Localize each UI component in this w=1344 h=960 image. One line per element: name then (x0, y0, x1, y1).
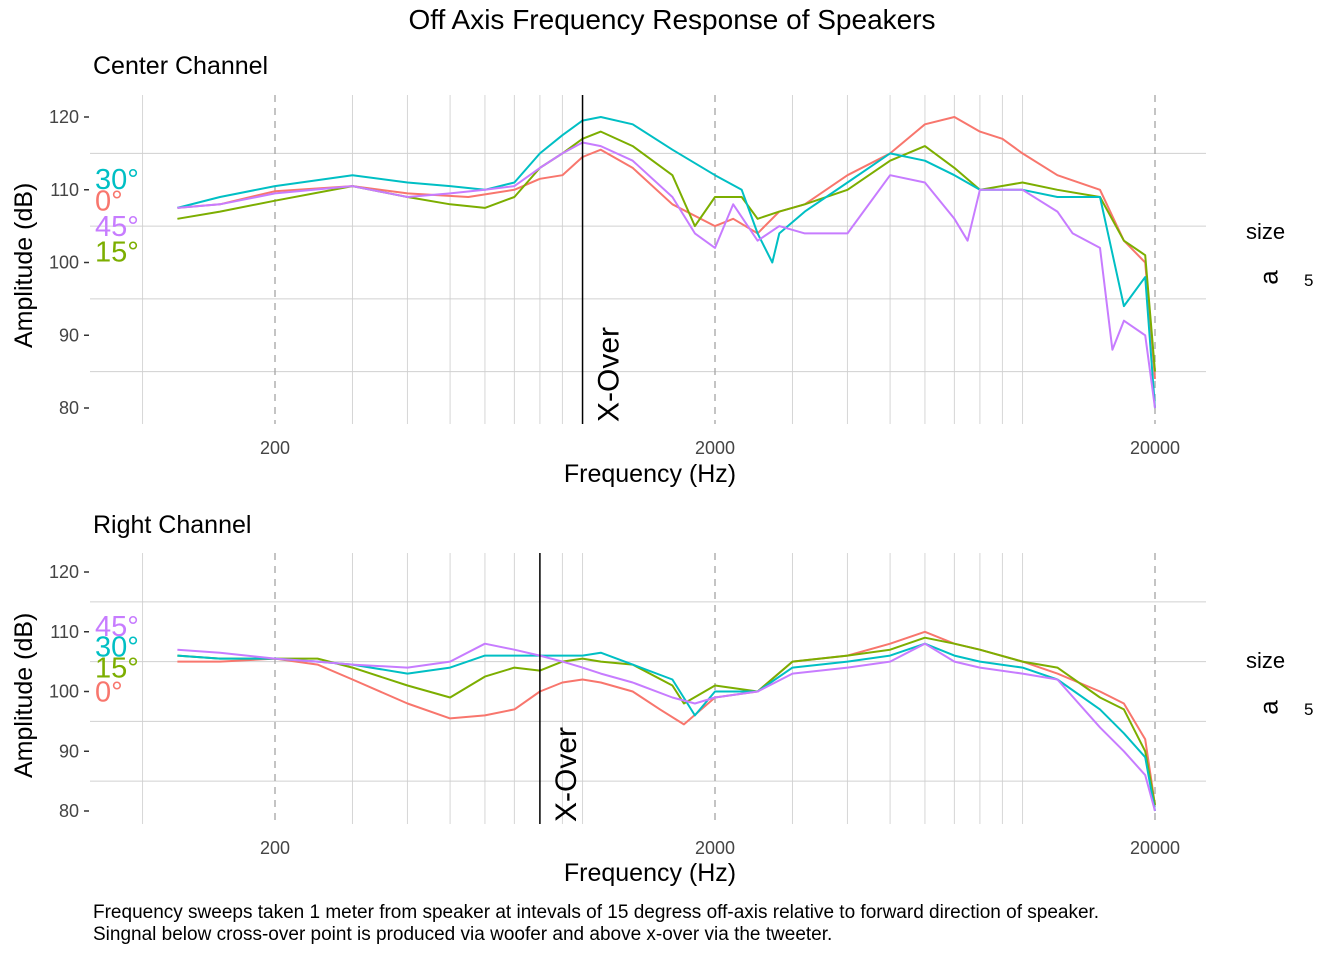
series-line-30deg (177, 116, 1156, 409)
x-axis-title-center: Frequency (Hz) (563, 460, 737, 488)
caption-line-1: Frequency sweeps taken 1 meter from spea… (93, 902, 1100, 923)
y-tick-label: 90 (59, 741, 79, 761)
legend-key-right: a (1253, 700, 1284, 715)
legend-label-right: 5 (1304, 700, 1314, 719)
series-line-0deg (177, 116, 1156, 379)
y-tick-label: 110 (50, 622, 79, 642)
series-angle-label: 45° (95, 611, 139, 643)
x-tick-label: 200 (260, 838, 290, 858)
y-tick-label: 110 (50, 180, 79, 200)
x-tick-label: 20000 (1130, 838, 1180, 858)
series-angle-label: 0° (95, 677, 123, 709)
legend-title-center: size (1246, 219, 1286, 244)
series-line-30deg (177, 642, 1156, 812)
chart-caption: Frequency sweeps taken 1 meter from spea… (93, 902, 1099, 946)
y-tick-label: 80 (59, 801, 79, 821)
series-angle-label: 30° (95, 632, 139, 664)
legend-title-right: size (1246, 648, 1286, 673)
series-line-15deg (177, 130, 1156, 372)
y-axis-title-right: Amplitude (dB) (10, 612, 38, 778)
x-tick-label: 20000 (1130, 438, 1180, 458)
x-tick-label: 200 (260, 438, 290, 458)
y-tick-label: 80 (59, 398, 79, 418)
x-axis-title-right: Frequency (Hz) (563, 859, 737, 887)
series-angle-label: 15° (95, 237, 139, 269)
crossover-label: X-Over (550, 727, 583, 822)
series-line-45deg (177, 642, 1156, 812)
legend-key-center: a (1253, 270, 1284, 285)
series-line-45deg (177, 141, 1156, 409)
series-angle-label: 30° (95, 164, 139, 196)
y-tick-label: 100 (49, 253, 79, 273)
x-tick-label: 2000 (695, 438, 735, 458)
y-tick-label: 100 (49, 682, 79, 702)
series-angle-label: 15° (95, 653, 139, 685)
y-axis-title-center: Amplitude (dB) (10, 182, 38, 348)
series-angle-label: 45° (95, 211, 139, 243)
crossover-label: X-Over (593, 327, 626, 422)
y-tick-label: 120 (49, 107, 79, 127)
panel-title-right: Right Channel (93, 511, 252, 539)
caption-line-2: Singnal below cross-over point is produc… (93, 924, 833, 945)
y-tick-label: 90 (59, 325, 79, 345)
series-line-15deg (177, 636, 1156, 806)
chart-title: Off Axis Frequency Response of Speakers (408, 4, 936, 35)
x-tick-label: 2000 (695, 838, 735, 858)
series-angle-label: 0° (95, 186, 123, 218)
y-tick-label: 120 (49, 562, 79, 582)
panel-title-center: Center Channel (93, 52, 269, 80)
legend-label-center: 5 (1304, 271, 1314, 290)
